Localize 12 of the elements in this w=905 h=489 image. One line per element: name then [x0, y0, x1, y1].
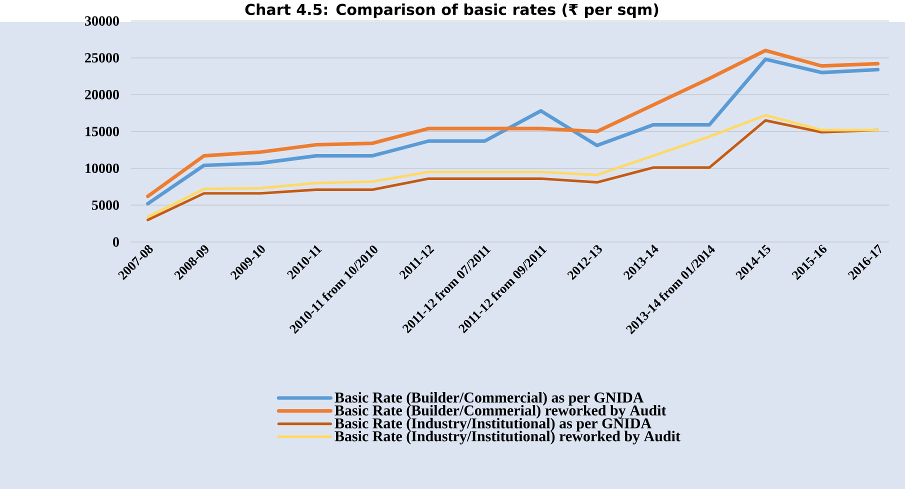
y-tick-label: 15000 [86, 126, 119, 136]
legend-label: Basic Rate (Builder/Commercial) as per GNIDA [334, 392, 644, 406]
y-tick-label: 25000 [85, 53, 119, 63]
legend-label: Basic Rate (Industry/Institutional) as per GNIDA [334, 418, 652, 432]
legend-label: Basic Rate (Industry/Institutional) reworked by Audit [334, 430, 680, 444]
y-tick-label: 10000 [86, 164, 119, 174]
legend-label: Basic Rate (Builder/Commerial) reworked by Audit [334, 404, 666, 419]
chart-title: Chart 4.5: Comparison of basic rates (₹ per sqm) [245, 4, 658, 18]
y-tick-label: 20000 [85, 90, 119, 100]
y-tick-label: 30000 [85, 16, 119, 26]
y-tick-label: 5000 [92, 200, 119, 210]
y-tick-label: 0 [113, 237, 119, 247]
